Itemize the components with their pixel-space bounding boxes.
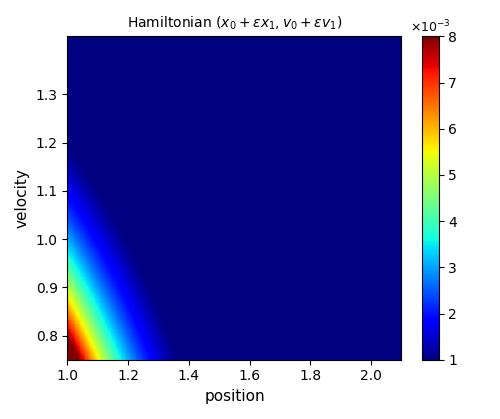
Y-axis label: velocity: velocity bbox=[15, 168, 30, 228]
X-axis label: position: position bbox=[204, 389, 265, 404]
Title: Hamiltonian $(x_0+\varepsilon x_1,v_0+\varepsilon v_1)$: Hamiltonian $(x_0+\varepsilon x_1,v_0+\v… bbox=[126, 15, 342, 32]
Title: $\times10^{-3}$: $\times10^{-3}$ bbox=[410, 18, 451, 35]
